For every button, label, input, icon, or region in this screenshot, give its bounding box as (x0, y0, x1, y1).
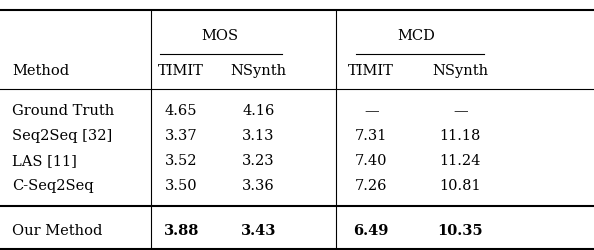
Text: Our Method: Our Method (12, 224, 102, 238)
Text: LAS [11]: LAS [11] (12, 154, 77, 168)
Text: 3.88: 3.88 (163, 224, 199, 238)
Text: 11.18: 11.18 (440, 129, 481, 143)
Text: 3.50: 3.50 (165, 179, 197, 193)
Text: C-Seq2Seq: C-Seq2Seq (12, 179, 93, 193)
Text: NSynth: NSynth (230, 64, 286, 78)
Text: 10.35: 10.35 (438, 224, 483, 238)
Text: 6.49: 6.49 (353, 224, 389, 238)
Text: 7.31: 7.31 (355, 129, 387, 143)
Text: 4.65: 4.65 (165, 104, 197, 118)
Text: 3.36: 3.36 (242, 179, 275, 193)
Text: 3.13: 3.13 (242, 129, 274, 143)
Text: 3.52: 3.52 (165, 154, 197, 168)
Text: 10.81: 10.81 (440, 179, 481, 193)
Text: —: — (453, 104, 467, 118)
Text: 7.26: 7.26 (355, 179, 387, 193)
Text: 7.40: 7.40 (355, 154, 387, 168)
Text: 4.16: 4.16 (242, 104, 274, 118)
Text: 11.24: 11.24 (440, 154, 481, 168)
Text: 3.23: 3.23 (242, 154, 274, 168)
Text: 3.43: 3.43 (241, 224, 276, 238)
Text: MOS: MOS (201, 29, 238, 43)
Text: NSynth: NSynth (432, 64, 488, 78)
Text: 3.37: 3.37 (165, 129, 197, 143)
Text: Ground Truth: Ground Truth (12, 104, 114, 118)
Text: —: — (364, 104, 378, 118)
Text: MCD: MCD (397, 29, 435, 43)
Text: Seq2Seq [32]: Seq2Seq [32] (12, 129, 112, 143)
Text: TIMIT: TIMIT (348, 64, 394, 78)
Text: Method: Method (12, 64, 69, 78)
Text: TIMIT: TIMIT (158, 64, 204, 78)
